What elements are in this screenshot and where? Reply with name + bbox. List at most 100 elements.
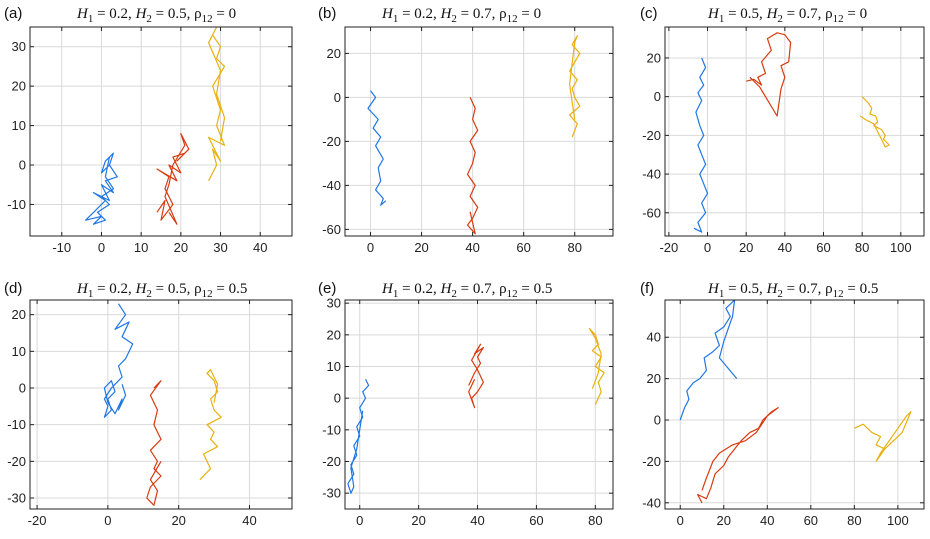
- title-segment: ρ: [825, 6, 833, 22]
- title-segment: = 0.2,: [398, 6, 440, 22]
- trajectory-1-line: [693, 57, 709, 233]
- title-segment: 1: [393, 288, 399, 300]
- trajectory-2-line: [468, 343, 484, 409]
- x-tick-label: 20: [414, 240, 428, 255]
- y-tick-label: -10: [7, 197, 26, 212]
- x-tick-label: 0: [98, 240, 105, 255]
- y-tick-label: 20: [647, 371, 661, 386]
- x-tick-label: 80: [855, 240, 869, 255]
- x-tick-label: -20: [28, 513, 47, 528]
- axes-frame: [29, 26, 293, 237]
- title-segment: 12: [833, 288, 844, 300]
- y-tick-label: 40: [647, 330, 661, 345]
- x-tick-label: 80: [588, 513, 602, 528]
- axes-frame: [344, 299, 614, 510]
- y-tick-label: -60: [322, 222, 341, 237]
- y-tick-label: 0: [334, 90, 341, 105]
- y-tick-label: 20: [12, 79, 26, 94]
- panel-title: H1 = 0.2, H2 = 0.5, ρ12 = 0.5: [76, 281, 247, 300]
- title-segment: 1: [719, 288, 725, 300]
- y-tick-label: -20: [642, 454, 661, 469]
- y-tick-label: 10: [12, 118, 26, 133]
- trajectory-1-line: [367, 90, 387, 206]
- title-segment: = 0.5,: [152, 281, 194, 297]
- title-segment: = 0.2,: [93, 281, 135, 297]
- x-tick-label: 0: [356, 513, 363, 528]
- trajectory-2-line: [466, 97, 479, 235]
- x-tick-label: 40: [778, 240, 792, 255]
- x-tick-label: 20: [717, 513, 731, 528]
- title-segment: 12: [507, 288, 518, 300]
- title-segment: ρ: [499, 6, 507, 22]
- title-segment: 2: [146, 288, 152, 300]
- trajectory-2-line: [156, 132, 190, 225]
- title-segment: = 0.5,: [724, 281, 766, 297]
- title-segment: H: [707, 281, 720, 297]
- x-tick-label: 10: [134, 240, 148, 255]
- title-segment: = 0.5,: [724, 6, 766, 22]
- title-segment: = 0.5: [518, 281, 553, 297]
- trajectory-1-line: [103, 303, 134, 418]
- trajectory-3-line: [859, 96, 890, 148]
- panel-label: (b): [318, 5, 336, 22]
- title-segment: = 0.5,: [152, 6, 194, 22]
- title-segment: ρ: [194, 281, 202, 297]
- y-tick-label: -40: [642, 167, 661, 182]
- title-segment: H: [766, 6, 779, 22]
- x-tick-label: 40: [760, 513, 774, 528]
- title-segment: 12: [202, 13, 213, 25]
- y-tick-label: 0: [654, 89, 661, 104]
- y-tick-label: -30: [322, 486, 341, 501]
- y-tick-label: -20: [7, 454, 26, 469]
- y-tick-label: 30: [327, 296, 341, 311]
- x-tick-label: 40: [242, 513, 256, 528]
- x-tick-label: 20: [739, 240, 753, 255]
- title-segment: ρ: [825, 281, 833, 297]
- x-tick-label: 40: [253, 240, 267, 255]
- title-segment: 2: [451, 13, 457, 25]
- x-tick-label: 100: [890, 240, 912, 255]
- title-segment: = 0: [844, 6, 867, 22]
- x-tick-label: 80: [567, 240, 581, 255]
- x-tick-label: 20: [411, 513, 425, 528]
- panel-label: (e): [318, 280, 336, 297]
- title-segment: H: [440, 6, 453, 22]
- x-tick-label: 30: [213, 240, 227, 255]
- y-tick-label: -20: [642, 128, 661, 143]
- title-segment: = 0.5: [844, 281, 879, 297]
- x-tick-label: 0: [677, 513, 684, 528]
- title-segment: H: [381, 6, 394, 22]
- y-tick-label: -20: [322, 454, 341, 469]
- x-tick-label: 40: [465, 240, 479, 255]
- y-tick-label: -60: [642, 205, 661, 220]
- title-segment: 2: [146, 13, 152, 25]
- title-segment: H: [135, 6, 148, 22]
- x-tick-label: 100: [887, 513, 909, 528]
- x-tick-label: -20: [659, 240, 678, 255]
- axes-frame: [344, 26, 614, 237]
- y-tick-label: 0: [19, 158, 26, 173]
- title-segment: = 0.7,: [783, 281, 825, 297]
- trajectory-3-line: [208, 27, 226, 182]
- title-segment: = 0.7,: [783, 6, 825, 22]
- trajectory-2-line: [146, 380, 162, 506]
- y-tick-label: -20: [322, 134, 341, 149]
- x-tick-label: 0: [704, 240, 711, 255]
- panel-label: (c): [640, 5, 658, 22]
- y-tick-label: 10: [327, 359, 341, 374]
- title-segment: = 0.7,: [457, 281, 499, 297]
- trajectory-1-line: [679, 300, 738, 421]
- panel-label: (a): [4, 5, 22, 22]
- title-segment: 2: [451, 288, 457, 300]
- title-segment: = 0.7,: [457, 6, 499, 22]
- y-tick-label: -30: [7, 491, 26, 506]
- y-tick-label: 0: [19, 381, 26, 396]
- trajectory-3-line: [854, 411, 912, 462]
- trajectory-2-line: [696, 407, 779, 504]
